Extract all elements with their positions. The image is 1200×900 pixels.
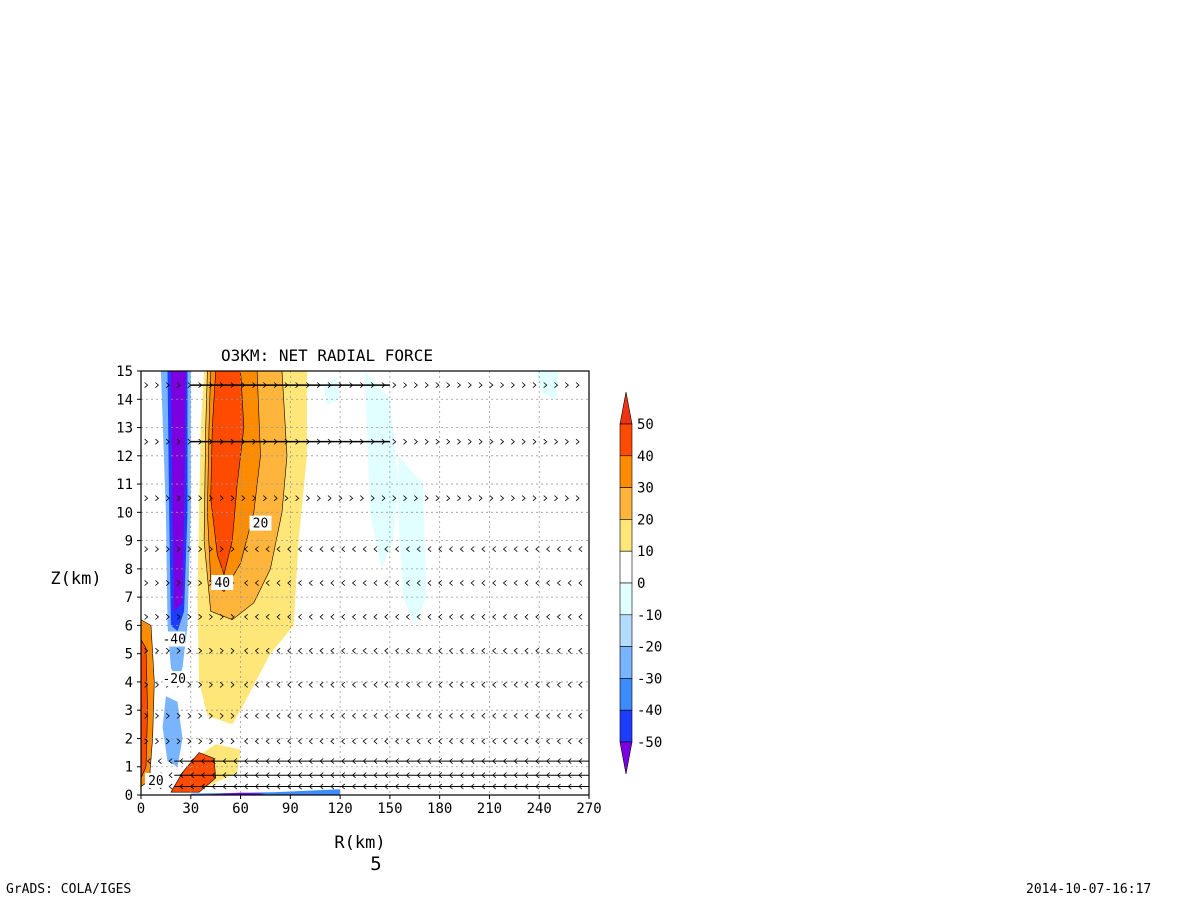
x-tick-label: 150 (377, 801, 402, 817)
vector-row-10 (144, 495, 580, 502)
vector-row-6 (144, 647, 583, 654)
plot-frame (140, 370, 590, 796)
colorbar-top-arrow (619, 391, 633, 425)
y-tick-label: 7 (125, 590, 133, 606)
contour-label-bg-1 (211, 575, 234, 590)
colorbar-segment (619, 582, 633, 616)
contour-label-0: 20 (253, 517, 269, 532)
x-tick-label: 270 (576, 801, 601, 817)
colorbar-segment (619, 709, 633, 743)
colorbar-tick-label: 20 (637, 512, 654, 528)
vector-row-3 (144, 738, 583, 745)
x-tick-label: 180 (427, 801, 452, 817)
y-tick-label: 12 (116, 449, 133, 465)
y-tick-label: 9 (125, 534, 133, 550)
y-tick-label: 8 (125, 562, 133, 578)
field-negative-column-core (170, 371, 186, 612)
vector-row-7 (144, 613, 583, 620)
y-tick-label: 15 (116, 364, 133, 380)
colorbar-tick-label: -50 (637, 735, 662, 751)
y-tick-label: 10 (116, 505, 133, 521)
colorbar-tick-label: -10 (637, 608, 662, 624)
x-axis-label: R(km) (334, 833, 385, 853)
colorbar-segment (619, 614, 633, 647)
colorbar-tick-label: -40 (637, 703, 662, 719)
x-axis: 0 30 60 90 120 150 180 210 240 270 (137, 795, 602, 817)
x-tick-label: 240 (527, 801, 552, 817)
chart-title: O3KM: NET RADIAL FORCE (221, 346, 433, 365)
y-tick-label: 11 (116, 477, 133, 493)
vector-row-11 (144, 438, 580, 445)
contour-label-2: -40 (162, 633, 185, 648)
colorbar-tick-label: 50 (637, 417, 654, 433)
colorbar-bottom-arrow (619, 741, 633, 775)
contour-label-bg-2 (163, 631, 186, 647)
y-tick-label: 3 (125, 703, 133, 719)
colorbar-tick-label: 30 (637, 481, 654, 497)
field-cyan-patch-3 (535, 371, 560, 400)
contour-label-4: 20 (148, 774, 164, 789)
y-tick-label: 13 (116, 421, 133, 437)
y-tick-label: 4 (125, 675, 133, 691)
colorbar-tick-label: 0 (637, 576, 645, 592)
colorbar-segment (619, 550, 633, 584)
vector-row-2 (146, 758, 589, 765)
contour-label-bg-3 (163, 671, 186, 687)
y-tick-label: 0 (125, 788, 133, 804)
x-tick-label: 210 (477, 801, 502, 817)
vector-row-8 (144, 580, 583, 586)
colorbar-tick-label: 10 (637, 544, 654, 560)
colorbar-segment (619, 487, 633, 520)
colorbar-segment (619, 519, 633, 552)
field-cyan-patch-4 (323, 376, 341, 405)
frame-number: 5 (370, 853, 381, 875)
vector-row-9 (144, 546, 583, 553)
colorbar-tick-label: 40 (637, 449, 654, 465)
footer-right: 2014-10-07-16:17 (1026, 882, 1152, 897)
field-cyan-patch-1 (365, 371, 399, 569)
contour-label-bg-4 (144, 772, 167, 788)
y-tick-label: 2 (125, 731, 133, 747)
colorbar: -50 -40 -30 -20 -10 0 10 20 30 40 50 (619, 391, 662, 775)
colorbar-segment (619, 423, 633, 457)
vector-row-12 (144, 382, 580, 389)
y-axis-label: Z(km) (50, 569, 101, 589)
colorbar-tick-label: -30 (637, 671, 662, 687)
contour-label-3: -20 (162, 672, 185, 687)
x-tick-label: 60 (232, 801, 249, 817)
x-tick-label: 30 (182, 801, 199, 817)
colorbar-segment (619, 455, 633, 488)
y-tick-label: 6 (125, 618, 133, 634)
contour-label-1: 40 (214, 576, 230, 591)
x-tick-label: 0 (137, 801, 145, 817)
vector-row-0 (146, 783, 589, 790)
colorbar-tick-label: -20 (637, 640, 662, 656)
contour-label-bg-0 (249, 515, 272, 531)
y-tick-label: 14 (116, 392, 133, 408)
x-tick-label: 90 (282, 801, 299, 817)
y-tick-label: 1 (125, 760, 133, 776)
footer-left: GrADS: COLA/IGES (6, 882, 132, 897)
plot-area: 20 40 -40 -20 20 (140, 370, 590, 796)
field-low-lobe-core (170, 752, 217, 793)
vector-row-4 (144, 712, 583, 719)
colorbar-segment (619, 678, 633, 711)
x-tick-label: 120 (327, 801, 352, 817)
colorbar-segment (619, 646, 633, 679)
y-tick-label: 5 (125, 647, 133, 663)
